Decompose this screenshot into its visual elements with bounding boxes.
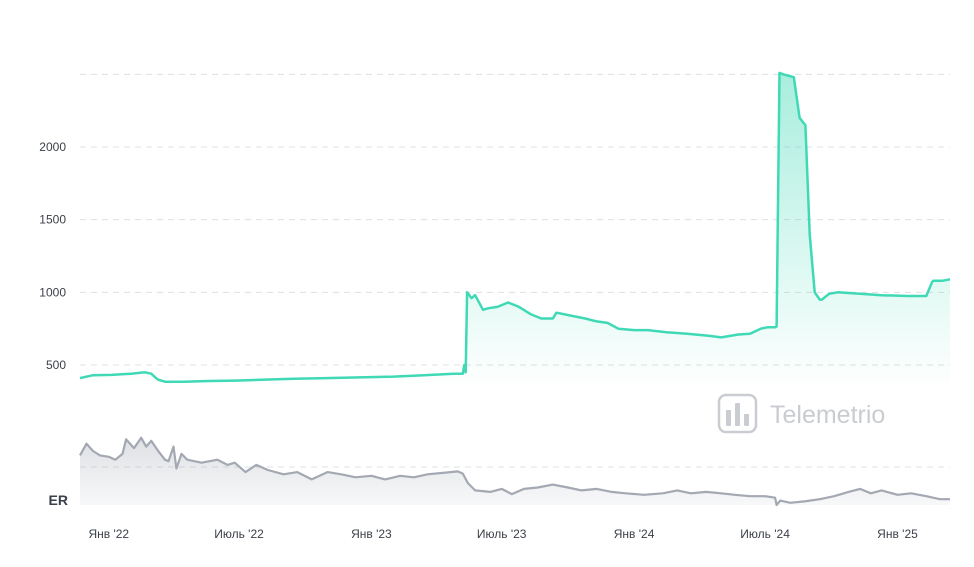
x-tick-label: Янв '24 — [614, 527, 655, 541]
x-tick-labels: Янв '22 Июль '22 Янв '23 Июль '23 Янв '24 Июл… — [88, 527, 918, 541]
main-y-tick-labels: 500 1000 1500 2000 — [39, 140, 66, 372]
y-tick-label: 1000 — [39, 285, 66, 299]
er-area — [80, 437, 950, 505]
y-tick-label: 500 — [46, 358, 66, 372]
y-tick-label: 2000 — [39, 140, 66, 154]
x-tick-label: Янв '23 — [351, 527, 392, 541]
watermark-text: Telemetrio — [770, 401, 885, 429]
subscribers-area — [80, 72, 950, 391]
subscribers-line — [79, 71, 951, 383]
er-axis-label: ER — [49, 492, 68, 508]
x-tick-label: Июль '22 — [214, 527, 264, 541]
x-tick-label: Янв '22 — [88, 527, 129, 541]
y-tick-label: 1500 — [39, 213, 66, 227]
x-tick-label: Июль '24 — [740, 527, 790, 541]
x-tick-label: Янв '25 — [877, 527, 918, 541]
er-line — [79, 436, 950, 507]
watermark: Telemetrio — [717, 393, 885, 434]
bar-chart-icon — [717, 393, 758, 434]
x-tick-label: Июль '23 — [477, 527, 527, 541]
